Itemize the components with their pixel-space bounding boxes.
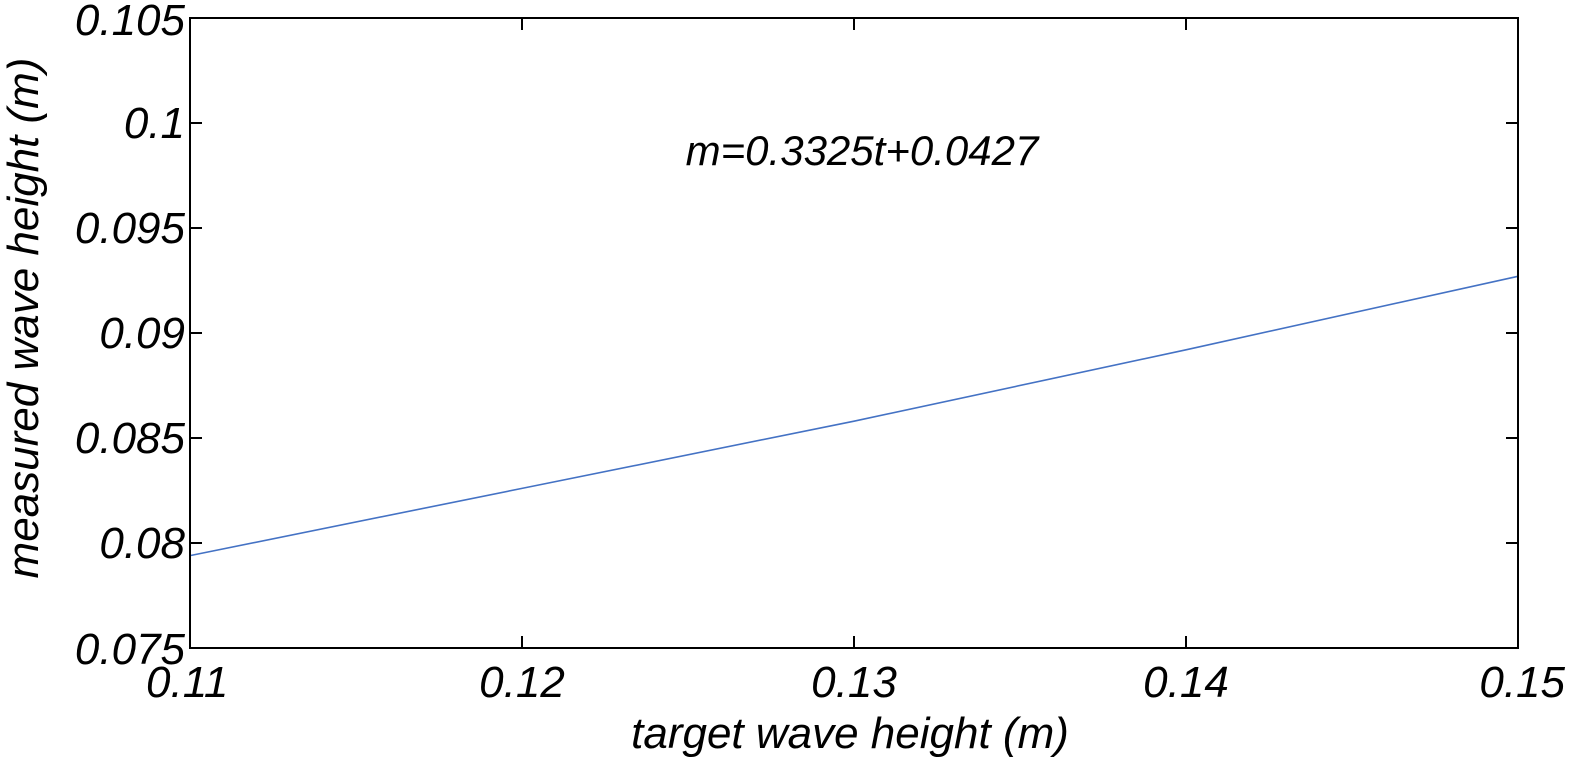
x-tick-label: 0.14 <box>1143 658 1229 707</box>
y-tick-label: 0.105 <box>75 0 186 45</box>
y-tick-label: 0.085 <box>75 414 186 463</box>
y-axis-label: measured wave height (m) <box>0 58 48 579</box>
series-layer <box>189 275 1519 557</box>
x-tick-label: 0.11 <box>146 658 228 707</box>
annotation-equation: m=0.3325t+0.0427 <box>686 127 1040 174</box>
x-tick-label: 0.13 <box>811 658 897 707</box>
tick-labels: 0.11 0.12 0.13 0.14 0.15 0.075 0.08 0.085 0.09 0.… <box>75 0 1566 707</box>
x-tick-label: 0.12 <box>479 658 565 707</box>
x-tick-label: 0.15 <box>1479 658 1565 707</box>
x-axis-label: target wave height (m) <box>631 709 1069 758</box>
plot-frame <box>189 17 1519 649</box>
y-tick-label: 0.095 <box>75 204 186 253</box>
y-tick-label: 0.08 <box>99 519 185 568</box>
series-line <box>189 275 1519 557</box>
y-tick-label: 0.1 <box>124 99 185 148</box>
y-tick-label: 0.075 <box>75 625 186 674</box>
y-tick-label: 0.09 <box>99 309 185 358</box>
plot-area <box>190 18 1518 648</box>
